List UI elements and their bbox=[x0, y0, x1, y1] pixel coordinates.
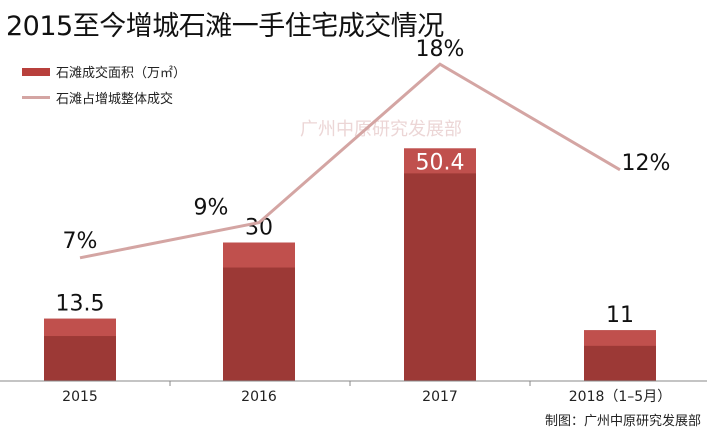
legend-label-bar: 石滩成交面积（万㎡） bbox=[56, 66, 187, 81]
legend-swatch-bar bbox=[22, 67, 50, 76]
line-value-label: 9% bbox=[194, 196, 229, 221]
x-tick-label: 2015 bbox=[62, 389, 98, 405]
bar-top-segment bbox=[44, 318, 116, 337]
bar bbox=[404, 148, 476, 381]
watermark: 广州中原研究发展部 bbox=[300, 119, 462, 140]
x-tick-label: 2017 bbox=[422, 389, 458, 405]
bar-value-label: 30 bbox=[245, 216, 273, 241]
bar-value-label: 50.4 bbox=[416, 150, 465, 175]
bar-top-segment bbox=[223, 242, 295, 268]
legend-item-bar: 石滩成交面积（万㎡） bbox=[22, 62, 186, 81]
x-tick-label: 2016 bbox=[241, 389, 277, 405]
line-value-label: 7% bbox=[63, 229, 98, 254]
legend-item-line: 石滩占增城整体成交 bbox=[22, 88, 173, 107]
line-series bbox=[79, 62, 621, 260]
chart-title: 2015至今增城石滩一手住宅成交情况 bbox=[6, 11, 444, 42]
x-tick-label: 2018（1–5月） bbox=[569, 389, 671, 405]
source-note: 制图：广州中原研究发展部 bbox=[544, 414, 701, 429]
bar-top-segment bbox=[404, 148, 476, 174]
bar-value-label: 13.5 bbox=[56, 292, 105, 317]
line-value-label: 12% bbox=[622, 151, 671, 176]
legend-swatch-line bbox=[22, 96, 50, 99]
line-value-label: 18% bbox=[416, 37, 465, 62]
bar-value-label: 11 bbox=[606, 303, 634, 328]
legend-label-line: 石滩占增城整体成交 bbox=[56, 92, 174, 107]
bar-top-segment bbox=[584, 330, 656, 346]
